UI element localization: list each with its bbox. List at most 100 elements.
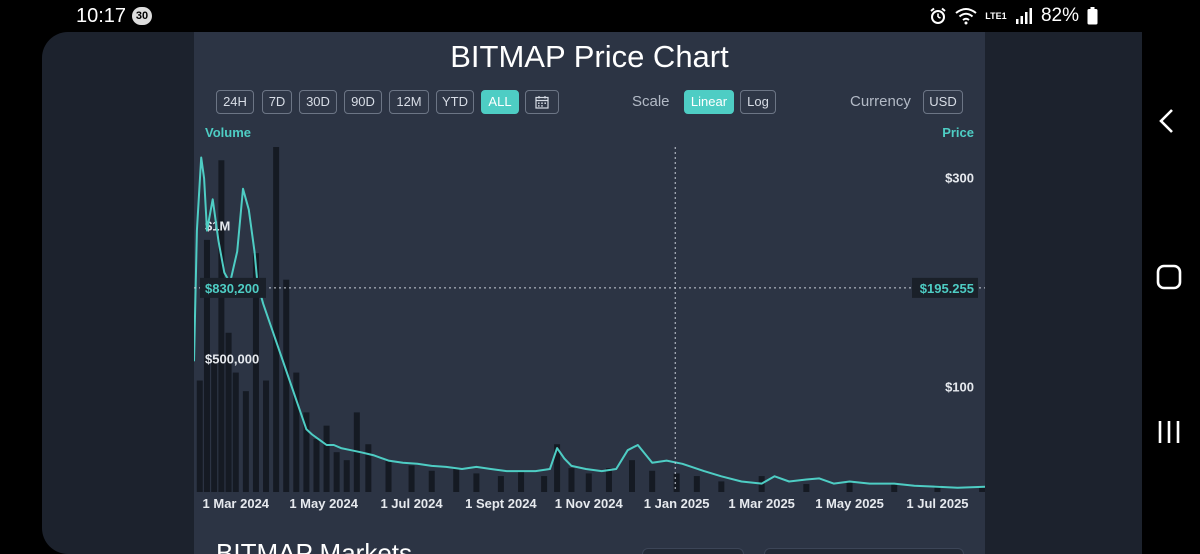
volume-bar (891, 484, 898, 492)
volume-bar (365, 444, 372, 492)
volume-tick-label: $500,000 (205, 351, 259, 366)
range-button-ytd[interactable]: YTD (436, 90, 474, 114)
volume-tick-label: $1M (205, 219, 230, 234)
markets-heading: BITMAP Markets (216, 538, 413, 554)
volume-bar (263, 380, 270, 492)
chart-canvas[interactable]: 1 Mar 2024 1 May 2024 1 Jul 2024 1 Sept 202… (194, 122, 985, 522)
app-frame: BITMAP Price Chart 24H 7D 30D 90D 12M YT… (42, 32, 1142, 554)
volume-bar (303, 412, 310, 492)
price-line (194, 156, 985, 489)
volume-bar (605, 468, 612, 492)
crosshair: $830,200 $195.255 (194, 147, 985, 492)
back-chevron-icon[interactable] (1156, 108, 1178, 134)
x-tick-label: 1 May 2024 (289, 496, 358, 511)
volume-bar (518, 470, 525, 492)
volume-bar (554, 444, 561, 492)
crosshair-volume-label: $830,200 (205, 281, 259, 296)
range-button-30d[interactable]: 30D (299, 90, 337, 114)
battery-icon (1087, 7, 1098, 25)
x-tick-label: 1 Nov 2024 (555, 496, 624, 511)
volume-bar (385, 460, 392, 492)
markets-search-field[interactable] (764, 548, 964, 554)
volume-bar (629, 460, 636, 492)
markets-tab-button[interactable] (642, 548, 744, 554)
range-button-24h[interactable]: 24H (216, 90, 254, 114)
volume-bar (293, 372, 300, 492)
volume-bar (225, 332, 232, 492)
volume-bars (196, 147, 985, 492)
x-tick-label: 1 May 2025 (815, 496, 884, 511)
volume-bar (803, 484, 810, 492)
volume-bar (232, 372, 239, 492)
range-button-12m[interactable]: 12M (389, 90, 429, 114)
chart-axes: 1 Mar 2024 1 May 2024 1 Jul 2024 1 Sept 202… (203, 170, 974, 511)
price-chart-card: BITMAP Price Chart 24H 7D 30D 90D 12M YT… (194, 32, 985, 554)
volume-bar (693, 476, 700, 492)
crosshair-price-box (912, 277, 978, 298)
volume-bar (428, 470, 435, 492)
price-axis-title: Price (942, 125, 974, 140)
currency-select[interactable]: USD (923, 90, 963, 114)
home-square-icon[interactable] (1156, 264, 1182, 290)
volume-bar (934, 485, 941, 492)
recent-apps-icon[interactable] (1156, 420, 1182, 444)
system-nav-bar (1142, 32, 1200, 554)
calendar-icon (535, 96, 549, 109)
x-tick-label: 1 Mar 2024 (203, 496, 270, 511)
volume-bar (846, 481, 853, 492)
range-button-all[interactable]: ALL (481, 90, 519, 114)
page-title: BITMAP Price Chart (450, 39, 729, 74)
range-button-90d[interactable]: 90D (344, 90, 382, 114)
volume-bar (649, 470, 656, 492)
status-icons: LTE1 82% (929, 4, 1098, 28)
volume-bar (408, 465, 415, 492)
volume-bar (211, 359, 218, 492)
volume-bar (343, 460, 350, 492)
status-time: 10:17 (76, 5, 127, 27)
volume-axis-title: Volume (205, 125, 251, 140)
volume-bar (273, 147, 280, 492)
volume-bar (568, 468, 575, 492)
volume-bar (453, 468, 460, 492)
signal-icon (1015, 8, 1032, 24)
scale-log-button[interactable]: Log (740, 90, 776, 114)
network-label: LTE1 (985, 10, 1007, 21)
price-chart[interactable]: Volume Price 1 Mar 2024 1 May 2024 1 Jul 2… (194, 122, 985, 522)
volume-bar (979, 486, 985, 492)
volume-bar (323, 425, 330, 492)
volume-bar (333, 452, 340, 492)
volume-bar (585, 473, 592, 492)
crosshair-price-label: $195.255 (920, 281, 974, 296)
volume-bar (242, 391, 249, 492)
scale-label: Scale (632, 93, 670, 110)
x-tick-label: 1 Jul 2024 (380, 496, 443, 511)
currency-label: Currency (850, 93, 911, 110)
volume-bar (252, 253, 259, 492)
volume-bar (283, 279, 290, 492)
price-tick-label: $100 (945, 379, 974, 394)
notification-count-badge: 30 (132, 7, 152, 25)
volume-bar (541, 476, 548, 492)
volume-bar (673, 473, 680, 492)
battery-percent: 82% (1040, 5, 1079, 26)
volume-bar (196, 380, 203, 492)
price-series-line (194, 156, 985, 489)
crosshair-volume-box (200, 277, 266, 298)
x-tick-label: 1 Jul 2025 (906, 496, 968, 511)
calendar-button[interactable] (525, 90, 559, 114)
x-tick-label: 1 Sept 2024 (465, 496, 537, 511)
volume-bar (473, 473, 480, 492)
volume-bar (203, 239, 210, 492)
volume-bar (718, 481, 725, 492)
price-tick-label: $300 (945, 170, 974, 185)
scale-linear-button[interactable]: Linear (684, 90, 734, 114)
range-button-7d[interactable]: 7D (262, 90, 292, 114)
alarm-icon (930, 7, 946, 24)
x-tick-label: 1 Jan 2025 (644, 496, 710, 511)
volume-bar (218, 160, 225, 492)
volume-bar (313, 438, 320, 492)
volume-bar (497, 476, 504, 492)
status-bar: 10:17 30 LTE1 82% (0, 0, 1200, 32)
x-tick-label: 1 Mar 2025 (728, 496, 795, 511)
wifi-icon (955, 8, 977, 25)
